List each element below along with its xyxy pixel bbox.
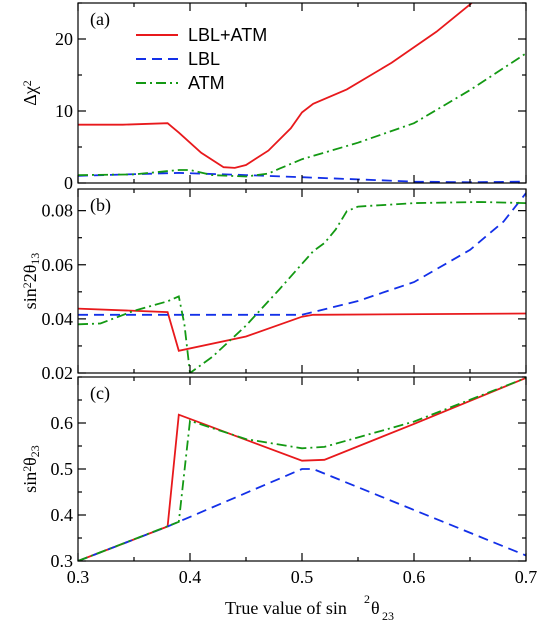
panel-b-label: (b) <box>90 195 111 216</box>
panel-b-y-axis-label-text: sin22θ13 <box>20 253 42 310</box>
panel-c-series-atm <box>78 377 526 561</box>
panel-b-series-lbl <box>78 192 526 316</box>
panel-c: 0.3 0.4 0.5 0.6 (c) sin2θ23 0.3 0.4 0.5 0.6 0.7 <box>20 376 538 587</box>
x-tick-label: 0.6 <box>403 567 426 587</box>
panel-b-series-lbl-atm <box>78 307 526 352</box>
panel-a-y-axis-label: Δχ2 <box>20 80 40 106</box>
panel-a: 0 10 20 (a) Δχ2 <box>20 2 527 193</box>
panel-a-series-atm <box>78 52 526 178</box>
panel-c-y-tick-label: 0.6 <box>51 413 74 433</box>
legend-label: LBL+ATM <box>188 25 267 45</box>
legend-label: ATM <box>188 73 225 93</box>
panel-c-label: (c) <box>90 383 110 404</box>
legend-label: LBL <box>188 49 220 69</box>
panel-a-frame <box>77 2 527 184</box>
panel-b-y-tick-label: 0.06 <box>42 255 74 275</box>
panel-b-frame <box>77 188 527 374</box>
panel-b-y-tick-label: 0.02 <box>42 363 74 383</box>
panel-a-y-tick-label: 20 <box>55 29 73 49</box>
x-axis-label-sup: 2 <box>364 592 370 606</box>
x-tick-label: 0.3 <box>67 567 90 587</box>
panel-c-y-axis-label: sin2θ23 <box>20 445 42 493</box>
legend: LBL+ATM LBL ATM <box>136 25 267 93</box>
x-axis-label-text: True value of sin <box>225 598 347 618</box>
panel-a-label: (a) <box>90 9 110 30</box>
x-tick-label: 0.7 <box>515 567 538 587</box>
panel-b-series-atm <box>78 201 526 373</box>
panel-b: 0.02 0.04 0.06 0.08 (b) sin22θ13 <box>20 188 527 383</box>
panel-c-y-tick-label: 0.4 <box>51 505 74 525</box>
panel-c-y-axis-label-text: sin2θ23 <box>20 445 42 493</box>
x-tick-label: 0.5 <box>291 567 314 587</box>
x-axis-label-theta: θ <box>371 598 380 618</box>
panel-b-y-tick-label: 0.08 <box>42 201 74 221</box>
panel-b-y-axis-label: sin22θ13 <box>20 253 42 310</box>
x-tick-label: 0.4 <box>179 567 202 587</box>
panel-a-y-tick-label: 0 <box>64 173 73 193</box>
panel-c-y-tick-label: 0.5 <box>51 459 74 479</box>
x-axis-label-sub: 23 <box>382 609 394 623</box>
x-axis-label: True value of sin 2 θ 23 <box>225 592 394 623</box>
panel-a-series-lbl <box>78 171 526 183</box>
panel-a-y-axis-label-text: Δχ2 <box>20 80 40 106</box>
panel-c-y-tick-label: 0.3 <box>51 551 74 571</box>
panel-a-series-lbl-atm <box>78 3 473 169</box>
panel-a-y-tick-label: 10 <box>55 101 73 121</box>
panel-c-series-lbl <box>78 468 526 561</box>
panel-b-y-tick-label: 0.04 <box>42 309 74 329</box>
